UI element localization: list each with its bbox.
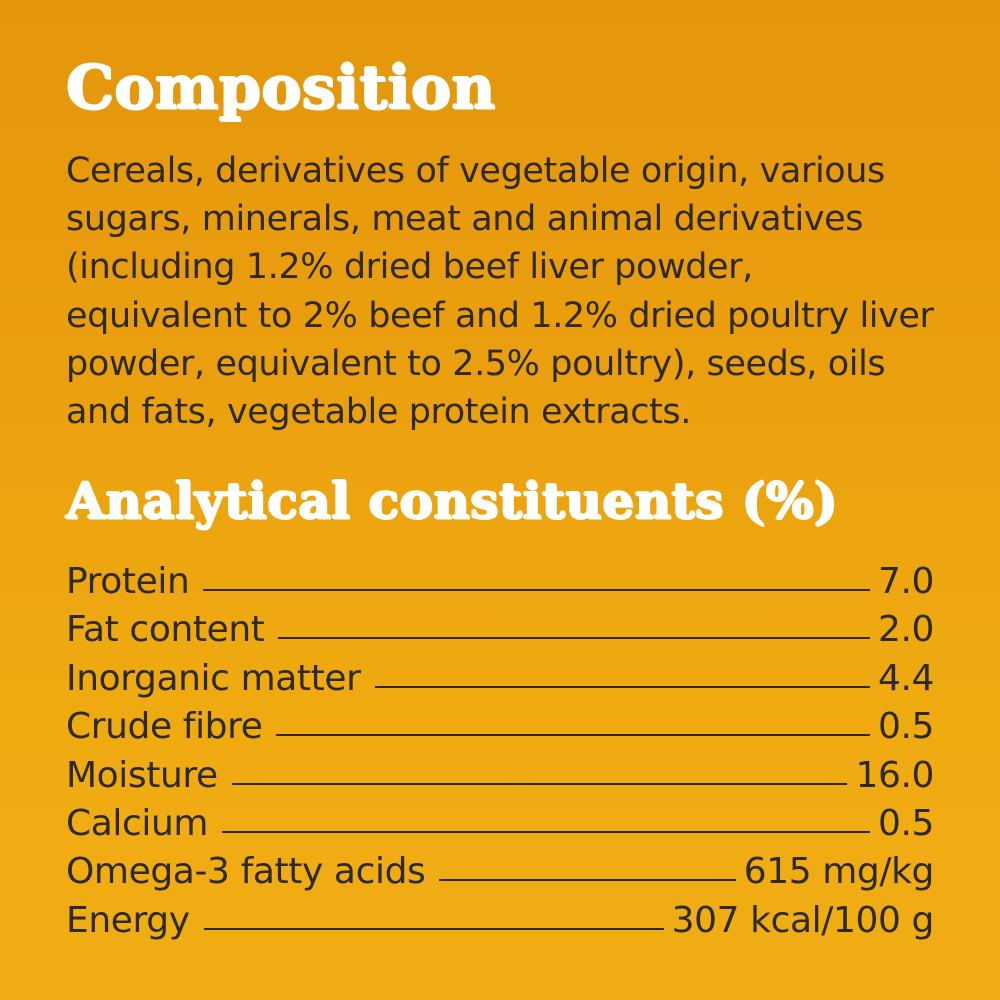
constituent-row-calcium: Calcium 0.5	[66, 800, 934, 848]
constituent-row-inorganic-matter: Inorganic matter 4.4	[66, 655, 934, 703]
constituent-name: Crude fibre	[66, 706, 263, 748]
constituent-value: 0.5	[877, 706, 934, 748]
constituent-row-fat-content: Fat content 2.0	[66, 606, 934, 654]
composition-line: sugars, minerals, meat and animal deriva…	[66, 199, 864, 240]
constituent-name: Fat content	[66, 609, 265, 651]
constituent-row-moisture: Moisture 16.0	[66, 752, 934, 800]
constituent-value: 7.0	[877, 561, 934, 602]
leader-line	[278, 637, 870, 640]
composition-line: (including 1.2% dried beef liver powder,	[66, 247, 753, 288]
constituent-value: 307 kcal/100 g	[671, 899, 935, 941]
composition-heading: Composition	[66, 53, 496, 123]
constituent-name: Protein	[66, 561, 190, 602]
constituent-name: Inorganic matter	[66, 657, 361, 699]
composition-line: and fats, vegetable protein extracts.	[66, 392, 691, 433]
constituent-name: Moisture	[66, 754, 218, 796]
analytical-constituents-list: Protein 7.0 Fat content 2.0 Inorganic ma…	[66, 558, 934, 945]
composition-text: Cereals, derivatives of vegetable origin…	[66, 147, 966, 436]
leader-line	[231, 782, 848, 785]
constituent-value: 2.0	[877, 609, 934, 651]
constituent-row-crude-fibre: Crude fibre 0.5	[66, 703, 934, 751]
constituent-value: 4.4	[877, 657, 934, 699]
leader-line	[222, 830, 870, 833]
composition-line: powder, equivalent to 2.5% poultry), see…	[66, 343, 886, 384]
constituent-value: 16.0	[855, 754, 934, 796]
leader-line	[276, 734, 870, 737]
leader-line	[203, 589, 870, 591]
leader-line	[374, 685, 870, 688]
analytical-constituents-heading: Analytical constituents (%)	[66, 471, 838, 530]
constituent-value: 0.5	[877, 802, 934, 844]
constituent-name: Energy	[66, 899, 190, 941]
constituent-name: Calcium	[66, 802, 209, 844]
composition-line: equivalent to 2% beef and 1.2% dried pou…	[66, 295, 934, 336]
leader-line	[439, 879, 736, 882]
constituent-row-omega-3: Omega-3 fatty acids 615 mg/kg	[66, 848, 934, 896]
constituent-value: 615 mg/kg	[743, 851, 935, 893]
constituent-row-energy: Energy 307 kcal/100 g	[66, 897, 934, 945]
constituent-name: Omega-3 fatty acids	[66, 851, 426, 893]
composition-line: Cereals, derivatives of vegetable origin…	[66, 151, 885, 191]
leader-line	[203, 927, 664, 930]
constituent-row-protein: Protein 7.0	[66, 558, 934, 606]
